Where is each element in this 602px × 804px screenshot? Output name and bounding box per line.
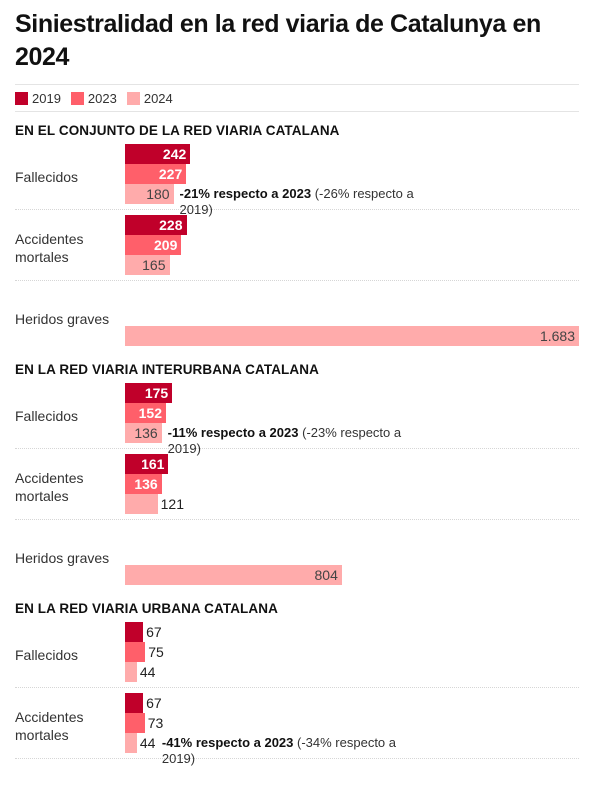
row-label: Fallecidos — [15, 407, 79, 424]
bar-2024 — [125, 494, 158, 514]
legend-swatch — [126, 91, 140, 105]
row-label: Fallecidos — [15, 168, 79, 185]
value-label: 161 — [141, 456, 165, 472]
row-label: Heridos graves — [15, 310, 110, 327]
legend-label: 2024 — [143, 90, 173, 106]
chart-section: EN LA RED VIARIA URBANA CATALANA Fallecid… — [15, 596, 579, 766]
section-title: EN LA RED VIARIA INTERURBANA CATALANA — [15, 362, 319, 377]
chart-section: EN EL CONJUNTO DE LA RED VIARIA CATALANA… — [15, 118, 579, 351]
annotation-highlight: -11% respecto a 2023 — [167, 425, 299, 440]
legend-label: 2023 — [87, 90, 117, 106]
bar-2024 — [125, 423, 162, 443]
value-label: 67 — [146, 695, 162, 711]
row-label: Accidentes mortales — [15, 230, 84, 265]
annotation-note: (-26% respecto a 2019) — [179, 186, 414, 217]
bar-2023 — [125, 403, 166, 423]
annotation-note: (-23% respecto a 2019) — [167, 425, 402, 456]
value-label: 175 — [144, 385, 169, 401]
chart-title: Siniestralidad en la red viaria de Catal… — [15, 10, 541, 71]
section-title: EN EL CONJUNTO DE LA RED VIARIA CATALANA — [15, 123, 340, 138]
annotation: -21% respecto a 2023 (-26% respecto a 20… — [180, 186, 430, 218]
value-label: 227 — [158, 166, 183, 182]
chart-container: Siniestralidad en la red viaria de Catal… — [15, 10, 579, 766]
row-label: Heridos graves — [15, 549, 110, 566]
value-label: 209 — [154, 237, 178, 253]
value-label: 165 — [142, 257, 166, 273]
value-label: 75 — [148, 644, 164, 660]
divider — [15, 111, 579, 112]
row-label: Fallecidos — [15, 646, 79, 663]
bar-2024 — [125, 255, 170, 275]
bar-2019 — [125, 693, 144, 713]
bar-2023 — [125, 164, 187, 184]
bar-group: Heridos graves 804 — [15, 525, 579, 590]
bar-group: Heridos graves 1.683 — [15, 286, 579, 351]
chart-sections: EN EL CONJUNTO DE LA RED VIARIA CATALANA… — [15, 118, 579, 766]
value-label: 44 — [139, 735, 156, 751]
value-label: 44 — [139, 664, 156, 680]
value-label: 242 — [162, 146, 187, 162]
bar-2023 — [125, 474, 162, 494]
bar-2019 — [125, 144, 191, 164]
bar-group: Accidentes mortales 161 136 121 — [15, 454, 579, 520]
bar-group: Fallecidos 67 75 44 — [15, 622, 579, 688]
bar-2019 — [125, 622, 144, 642]
annotation-note: (-34% respecto a 2019) — [161, 735, 397, 766]
legend-swatch — [70, 91, 84, 105]
value-label: 152 — [138, 405, 162, 421]
chart-section: EN LA RED VIARIA INTERURBANA CATALANA Fal… — [15, 357, 579, 590]
value-label: 73 — [147, 715, 164, 731]
bar-group: Accidentes mortales 228 209 165 — [15, 215, 579, 281]
value-label: 1.683 — [539, 328, 575, 344]
value-label: 804 — [314, 567, 338, 583]
legend-label: 2019 — [32, 90, 61, 106]
legend-item: 2024 — [126, 90, 173, 106]
value-label: 136 — [134, 476, 158, 492]
legend: 2019 2023 2024 — [15, 85, 579, 111]
value-label: 228 — [159, 217, 183, 233]
annotation: -11% respecto a 2023 (-23% respecto a 20… — [168, 425, 418, 457]
legend-item: 2019 — [15, 91, 61, 106]
bar-2019 — [125, 383, 173, 403]
bar-2019 — [125, 454, 169, 474]
row-label: Accidentes mortales — [15, 469, 84, 504]
annotation-highlight: -21% respecto a 2023 — [179, 186, 312, 201]
legend-swatch — [15, 91, 28, 105]
bar-2024 — [125, 565, 342, 585]
bar-2019 — [125, 215, 187, 235]
section-title: EN LA RED VIARIA URBANA CATALANA — [15, 601, 278, 616]
bar-group: Fallecidos 175 152 136 -11% respecto a 2023 … — [15, 383, 579, 456]
bar-2024 — [125, 662, 137, 682]
annotation-highlight: -41% respecto a 2023 — [161, 735, 294, 750]
row-label: Accidentes mortales — [15, 708, 84, 743]
value-label: 136 — [134, 425, 158, 441]
divider — [15, 84, 579, 85]
bar-group: Accidentes mortales 67 73 44 -41% respecto a… — [15, 693, 579, 766]
value-label: 180 — [146, 186, 170, 202]
bar-2024 — [125, 326, 579, 346]
value-label: 121 — [160, 496, 184, 512]
value-label: 67 — [146, 624, 162, 640]
legend-item: 2023 — [70, 90, 117, 106]
bar-2023 — [125, 235, 182, 255]
bar-group: Fallecidos 242 227 180 -21% respecto a 2023 … — [15, 144, 579, 217]
bar-2024 — [125, 733, 137, 753]
bar-2023 — [125, 642, 146, 662]
annotation: -41% respecto a 2023 (-34% respecto a 20… — [162, 735, 412, 767]
bar-2023 — [125, 713, 145, 733]
bar-2024 — [125, 184, 174, 204]
